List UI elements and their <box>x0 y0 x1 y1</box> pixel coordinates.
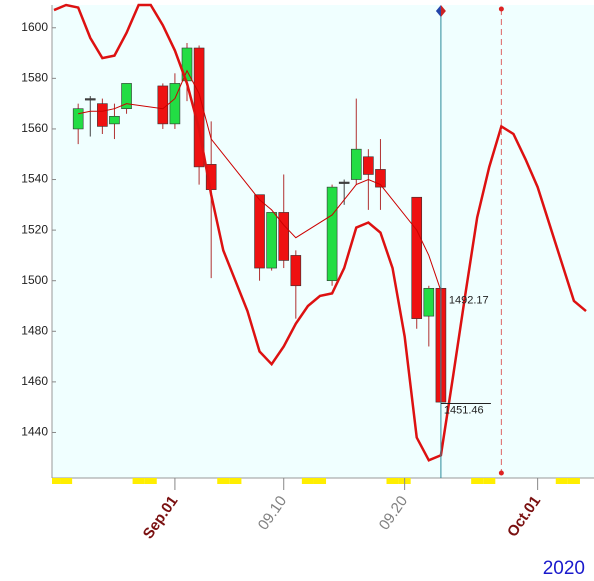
candle-body <box>423 287 435 317</box>
candle-body <box>72 108 84 130</box>
weekend-marker <box>471 478 484 484</box>
marker-dot <box>498 470 504 476</box>
candle-body <box>169 83 181 125</box>
weekend-marker <box>52 478 61 484</box>
weekend-marker <box>144 478 157 484</box>
price-label: 1451.46 <box>444 404 484 416</box>
candle-body <box>278 212 290 261</box>
price-label: 1492.17 <box>449 294 489 306</box>
cursor-handle-left <box>435 5 441 17</box>
cursor-handle-right <box>440 5 446 17</box>
weekend-marker <box>229 478 242 484</box>
y-tick-label: 1440 <box>21 425 48 439</box>
candle-body <box>109 115 120 125</box>
weekend-marker <box>386 478 399 484</box>
plot-area <box>52 5 594 478</box>
y-tick-label: 1520 <box>21 222 48 236</box>
forecast-curve <box>53 3 587 462</box>
weekend-marker <box>567 478 580 484</box>
weekend-marker <box>555 478 568 484</box>
weekend-marker <box>313 478 327 484</box>
candle-body <box>290 255 302 287</box>
weekend-marker <box>301 478 314 484</box>
candle-body <box>375 169 386 188</box>
weekend-marker <box>483 478 496 484</box>
x-tick-label: 09.10 <box>255 493 290 534</box>
weekend-marker <box>217 478 230 484</box>
weekend-marker <box>132 478 145 484</box>
candle-body <box>363 156 374 175</box>
candle-body <box>411 196 423 319</box>
weekend-marker <box>60 478 73 484</box>
y-tick-label: 1480 <box>21 323 48 337</box>
candle-body <box>84 98 96 101</box>
candle-body <box>97 103 108 127</box>
x-tick-label: 09.20 <box>376 493 411 534</box>
candle-body <box>338 181 350 184</box>
candle-body <box>326 186 338 282</box>
x-tick-label: Sep.01 <box>140 493 182 542</box>
candle-body <box>350 148 362 180</box>
y-tick-label: 1560 <box>21 121 48 135</box>
candle-body <box>254 194 265 269</box>
y-tick-label: 1600 <box>21 20 48 34</box>
candle-body <box>121 83 132 110</box>
y-tick-label: 1500 <box>21 273 48 287</box>
y-tick-label: 1580 <box>21 71 48 85</box>
y-tick-label: 1460 <box>21 374 48 388</box>
marker-dot <box>498 6 504 12</box>
moving-average <box>78 69 442 291</box>
candle-body <box>157 85 169 125</box>
candle-body <box>266 212 277 269</box>
y-tick-label: 1540 <box>21 172 48 186</box>
x-tick-label: Oct.01 <box>504 493 544 540</box>
year-label: 2020 <box>543 558 585 579</box>
